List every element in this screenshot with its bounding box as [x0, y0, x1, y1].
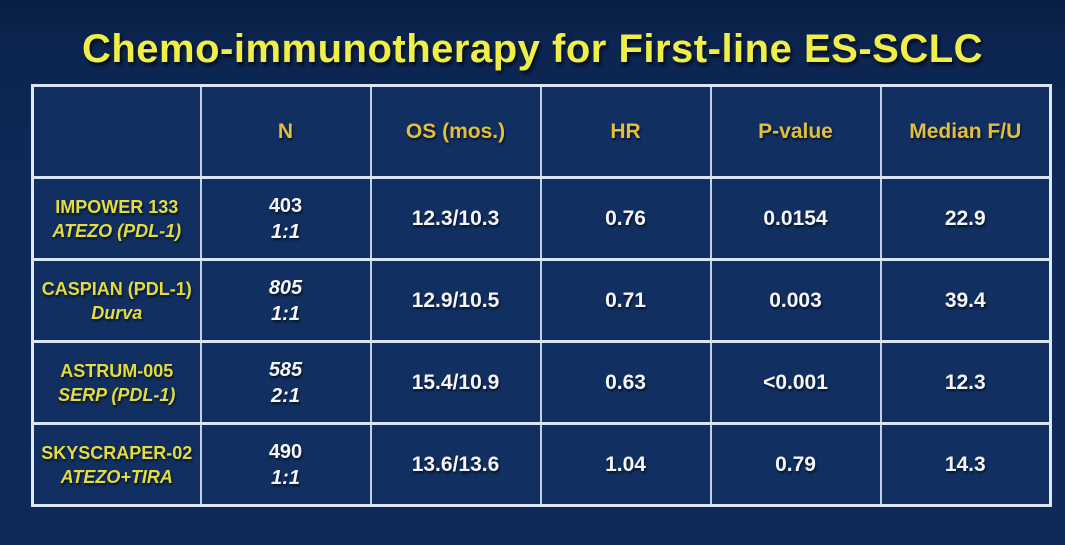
n-cell: 585 2:1: [199, 340, 372, 425]
trial-agent: ATEZO+TIRA: [60, 466, 173, 487]
table-row-impower133: IMPOWER 133 ATEZO (PDL-1) 403 1:1 12.3/1…: [31, 176, 1052, 261]
table-row-caspian: CASPIAN (PDL-1) Durva 805 1:1 12.9/10.5 …: [31, 258, 1052, 343]
table-row-skyscraper02: SKYSCRAPER-02 ATEZO+TIRA 490 1:1 13.6/13…: [31, 422, 1052, 507]
header-cell-trial: [31, 84, 202, 179]
table-row-astrum005: ASTRUM-005 SERP (PDL-1) 585 2:1 15.4/10.…: [31, 340, 1052, 425]
randomization-ratio: 2:1: [271, 384, 300, 407]
header-cell-pvalue: P-value: [709, 84, 882, 179]
os-cell: 12.9/10.5: [369, 258, 542, 343]
n-cell: 805 1:1: [199, 258, 372, 343]
trial-name-cell: CASPIAN (PDL-1) Durva: [31, 258, 202, 343]
pvalue-cell: <0.001: [709, 340, 882, 425]
trial-agent: SERP (PDL-1): [58, 384, 176, 405]
header-cell-n: N: [199, 84, 372, 179]
hr-cell: 0.76: [539, 176, 712, 261]
median-fu-cell: 22.9: [879, 176, 1052, 261]
median-fu-cell: 12.3: [879, 340, 1052, 425]
median-fu-cell: 14.3: [879, 422, 1052, 507]
pvalue-cell: 0.79: [709, 422, 882, 507]
header-cell-median-fu: Median F/U: [879, 84, 1052, 179]
n-value: 403: [268, 194, 303, 217]
randomization-ratio: 1:1: [271, 466, 300, 489]
n-value: 585: [268, 358, 303, 381]
trial-name: SKYSCRAPER-02: [41, 442, 193, 463]
trial-agent: ATEZO (PDL-1): [52, 220, 182, 241]
trial-name-cell: SKYSCRAPER-02 ATEZO+TIRA: [31, 422, 202, 507]
trial-name: CASPIAN (PDL-1): [41, 278, 192, 299]
hr-cell: 1.04: [539, 422, 712, 507]
n-value: 490: [268, 440, 303, 463]
randomization-ratio: 1:1: [271, 220, 300, 243]
os-cell: 13.6/13.6: [369, 422, 542, 507]
median-fu-cell: 39.4: [879, 258, 1052, 343]
n-cell: 490 1:1: [199, 422, 372, 507]
hr-cell: 0.71: [539, 258, 712, 343]
trial-name: IMPOWER 133: [55, 196, 179, 217]
n-value: 805: [268, 276, 303, 299]
header-row: N OS (mos.) HR P-value Median F/U: [31, 84, 1052, 179]
randomization-ratio: 1:1: [271, 302, 300, 325]
trial-name-cell: ASTRUM-005 SERP (PDL-1): [31, 340, 202, 425]
n-cell: 403 1:1: [199, 176, 372, 261]
hr-cell: 0.63: [539, 340, 712, 425]
os-cell: 12.3/10.3: [369, 176, 542, 261]
pvalue-cell: 0.003: [709, 258, 882, 343]
trial-name: ASTRUM-005: [60, 360, 174, 381]
trial-agent: Durva: [91, 302, 143, 323]
pvalue-cell: 0.0154: [709, 176, 882, 261]
results-table: N OS (mos.) HR P-value Median F/U IMPOWE…: [31, 84, 1052, 507]
header-cell-os: OS (mos.): [369, 84, 542, 179]
header-cell-hr: HR: [539, 84, 712, 179]
trial-name-cell: IMPOWER 133 ATEZO (PDL-1): [31, 176, 202, 261]
os-cell: 15.4/10.9: [369, 340, 542, 425]
slide-title: Chemo-immunotherapy for First-line ES-SC…: [81, 27, 984, 71]
